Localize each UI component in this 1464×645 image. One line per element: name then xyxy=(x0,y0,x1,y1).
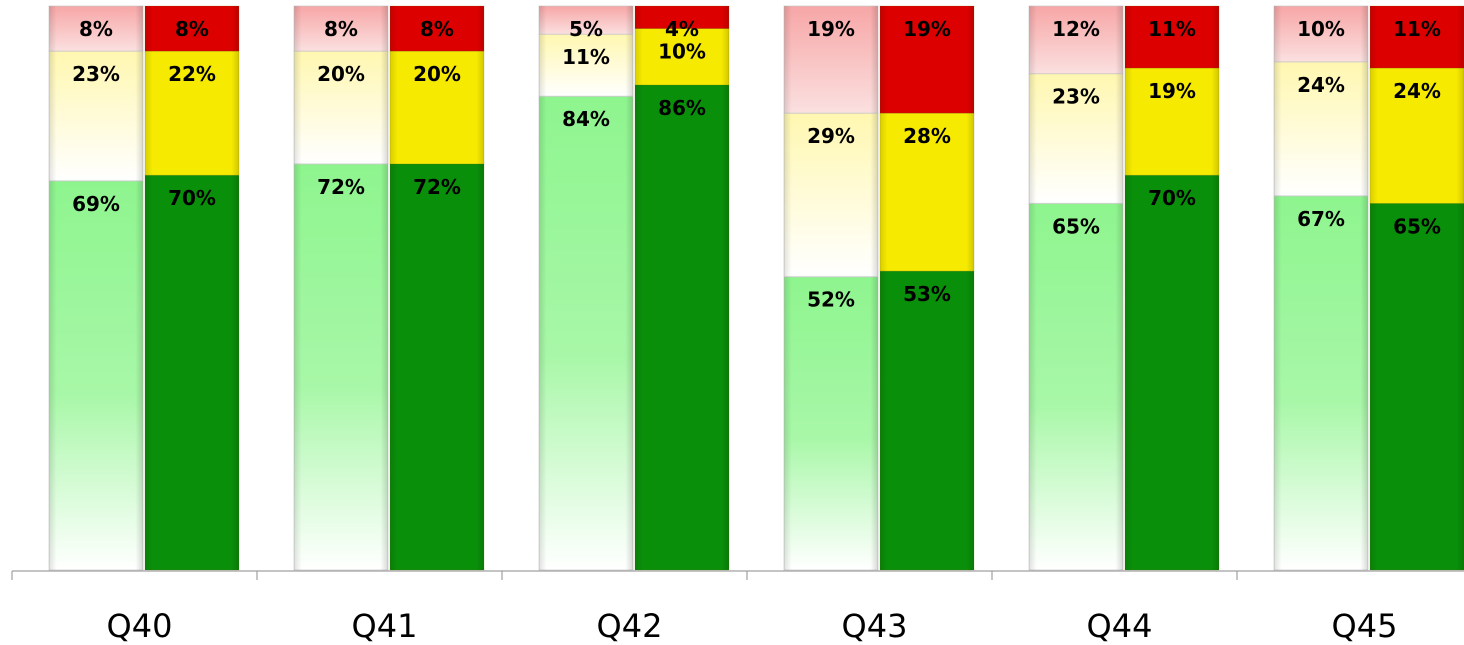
data-label-q44-solid-neutral: 19% xyxy=(1148,79,1196,103)
bar-segment-shade xyxy=(1125,6,1219,69)
bar-segment-shade xyxy=(1370,203,1464,570)
bar-segment-shade xyxy=(539,34,633,97)
bar-segment-shade xyxy=(880,6,974,114)
data-label-q41-pale-unfavorable: 8% xyxy=(324,17,358,41)
bar-segment-shade xyxy=(294,6,388,52)
bar-segment-shade xyxy=(145,51,239,176)
data-label-q40-solid-neutral: 22% xyxy=(168,62,216,86)
bar-segment-shade xyxy=(784,113,878,277)
category-label-q45: Q45 xyxy=(1332,607,1398,645)
category-label-q42: Q42 xyxy=(597,607,663,645)
bar-segment-shade xyxy=(880,113,974,272)
bar-segment-shade xyxy=(49,180,143,570)
bar-segment-shade xyxy=(539,96,633,571)
data-label-q41-pale-neutral: 20% xyxy=(317,62,365,86)
category-label-q41: Q41 xyxy=(352,607,418,645)
bar-segment-shade xyxy=(784,276,878,570)
bar-segment-shade xyxy=(635,28,729,85)
data-label-q42-solid-neutral: 10% xyxy=(658,40,706,64)
bar-segment-shade xyxy=(1125,175,1219,570)
bar-segment-shade xyxy=(1274,6,1368,62)
labels-layer: 69% 23% 8% 70% 22% 8% 72% 20% 8% 72% 20% 8% 84% 11% 5%… xyxy=(72,17,1441,312)
data-label-q44-solid-favorable: 70% xyxy=(1148,186,1196,210)
bar-segment-shade xyxy=(1029,203,1123,570)
data-label-q45-pale-unfavorable: 10% xyxy=(1297,17,1345,41)
category-label-q40: Q40 xyxy=(107,607,173,645)
data-label-q44-solid-unfavorable: 11% xyxy=(1148,17,1196,41)
data-label-q40-pale-unfavorable: 8% xyxy=(79,17,113,41)
bar-segment-shade xyxy=(635,6,729,29)
data-label-q42-solid-favorable: 86% xyxy=(658,96,706,120)
bar-segment-shade xyxy=(294,51,388,164)
bars-layer xyxy=(48,5,1464,571)
data-label-q44-pale-unfavorable: 12% xyxy=(1052,17,1100,41)
data-label-q40-pale-neutral: 23% xyxy=(72,62,120,86)
bar-segment-shade xyxy=(1274,61,1368,196)
bar-segment-shade xyxy=(1029,73,1123,204)
data-label-q41-solid-favorable: 72% xyxy=(413,175,461,199)
data-label-q45-pale-neutral: 24% xyxy=(1297,73,1345,97)
data-label-q45-solid-neutral: 24% xyxy=(1393,79,1441,103)
bar-segment-shade xyxy=(145,175,239,570)
data-label-q44-pale-neutral: 23% xyxy=(1052,85,1100,109)
bar-segment-shade xyxy=(784,6,878,114)
category-label-q44: Q44 xyxy=(1087,607,1153,645)
bar-segment-shade xyxy=(1029,6,1123,74)
bar-segment-shade xyxy=(145,6,239,52)
bar-segment-shade xyxy=(635,84,729,571)
data-label-q42-pale-unfavorable: 5% xyxy=(569,17,603,41)
data-label-q40-solid-favorable: 70% xyxy=(168,186,216,210)
data-label-q42-pale-neutral: 11% xyxy=(562,45,610,69)
data-label-q43-solid-neutral: 28% xyxy=(903,124,951,148)
bar-segment-shade xyxy=(390,163,484,571)
data-label-q43-pale-neutral: 29% xyxy=(807,124,855,148)
bar-segment-shade xyxy=(1125,68,1219,176)
bar-segment-shade xyxy=(390,51,484,164)
data-label-q43-pale-unfavorable: 19% xyxy=(807,17,855,41)
data-label-q45-solid-unfavorable: 11% xyxy=(1393,17,1441,41)
bar-segment-shade xyxy=(390,6,484,52)
data-label-q40-pale-favorable: 69% xyxy=(72,192,120,216)
bar-segment-shade xyxy=(880,271,974,570)
data-label-q45-pale-favorable: 67% xyxy=(1297,207,1345,231)
bar-segment-shade xyxy=(49,51,143,181)
bar-segment-shade xyxy=(1370,68,1464,204)
data-label-q43-solid-favorable: 53% xyxy=(903,282,951,306)
bar-segment-shade xyxy=(539,6,633,35)
data-label-q41-pale-favorable: 72% xyxy=(317,175,365,199)
x-axis: Q40 Q41 Q42 Q43 Q44 Q45 xyxy=(11,570,1464,645)
data-label-q43-pale-favorable: 52% xyxy=(807,288,855,312)
data-label-q45-solid-favorable: 65% xyxy=(1393,214,1441,238)
category-label-q43: Q43 xyxy=(842,607,908,645)
data-label-q42-solid-unfavorable: 4% xyxy=(665,17,699,41)
bar-segment-shade xyxy=(49,6,143,52)
data-label-q41-solid-neutral: 20% xyxy=(413,62,461,86)
data-label-q43-solid-unfavorable: 19% xyxy=(903,17,951,41)
bar-segment-shade xyxy=(294,163,388,571)
data-label-q44-pale-favorable: 65% xyxy=(1052,214,1100,238)
bar-segment-shade xyxy=(1370,6,1464,69)
data-label-q42-pale-favorable: 84% xyxy=(562,107,610,131)
bar-segment-shade xyxy=(1274,195,1368,570)
data-label-q41-solid-unfavorable: 8% xyxy=(420,17,454,41)
data-label-q40-solid-unfavorable: 8% xyxy=(175,17,209,41)
